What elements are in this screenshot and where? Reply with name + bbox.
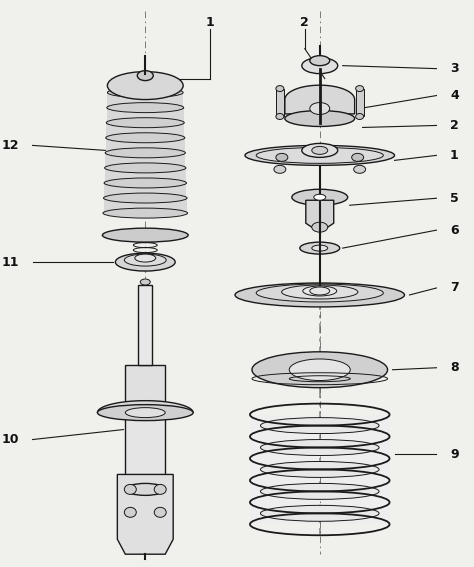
Ellipse shape [125,408,165,418]
Polygon shape [285,85,355,114]
Polygon shape [104,183,186,198]
Ellipse shape [235,283,404,307]
Text: 4: 4 [450,89,459,102]
Ellipse shape [276,86,284,91]
Ellipse shape [105,148,185,158]
Ellipse shape [312,245,328,251]
Ellipse shape [106,133,185,143]
Ellipse shape [124,254,166,266]
Text: 1: 1 [450,149,459,162]
Ellipse shape [289,359,350,380]
Ellipse shape [282,285,358,299]
Polygon shape [118,475,173,554]
Ellipse shape [260,505,379,521]
Text: 2: 2 [450,119,459,132]
Ellipse shape [124,484,137,494]
Ellipse shape [312,222,328,232]
Ellipse shape [292,189,347,205]
Ellipse shape [115,253,175,271]
Ellipse shape [310,103,330,115]
Polygon shape [306,200,334,227]
Ellipse shape [260,484,379,500]
Text: 10: 10 [2,433,19,446]
Ellipse shape [302,143,337,158]
Ellipse shape [102,228,188,242]
Polygon shape [106,138,185,153]
Ellipse shape [274,166,286,174]
Ellipse shape [154,484,166,494]
Ellipse shape [285,111,355,126]
Polygon shape [250,414,390,524]
Ellipse shape [314,194,326,200]
Bar [125,418,165,489]
Polygon shape [98,401,193,413]
Polygon shape [108,92,183,108]
Polygon shape [106,122,184,138]
Ellipse shape [137,71,153,81]
Ellipse shape [140,279,150,285]
Ellipse shape [104,178,186,188]
Text: 8: 8 [450,361,459,374]
Ellipse shape [245,145,394,166]
Ellipse shape [125,484,165,496]
Ellipse shape [300,242,340,254]
Text: 12: 12 [2,139,19,152]
Polygon shape [105,168,186,183]
Ellipse shape [124,507,137,517]
Ellipse shape [276,113,284,120]
Polygon shape [105,153,185,168]
Bar [125,365,165,408]
Ellipse shape [154,507,166,517]
Ellipse shape [252,352,388,388]
Text: 11: 11 [2,256,19,269]
Ellipse shape [276,154,288,162]
Text: 2: 2 [301,16,309,29]
Ellipse shape [260,418,379,434]
Bar [276,88,284,116]
Ellipse shape [256,147,383,163]
Ellipse shape [103,193,187,203]
Ellipse shape [106,118,184,128]
Ellipse shape [352,154,364,162]
Text: 3: 3 [450,62,459,75]
Ellipse shape [103,208,188,218]
Text: 1: 1 [206,16,214,29]
Ellipse shape [356,113,364,120]
Ellipse shape [108,87,183,98]
Ellipse shape [107,103,184,113]
Ellipse shape [98,405,193,421]
Bar [138,285,152,365]
Ellipse shape [105,163,186,173]
Ellipse shape [260,439,379,455]
Ellipse shape [135,254,156,262]
Ellipse shape [108,71,183,100]
Bar [356,88,364,116]
Text: 6: 6 [450,223,459,236]
Polygon shape [107,108,184,122]
Ellipse shape [302,58,337,74]
Text: 9: 9 [450,448,459,461]
Ellipse shape [260,462,379,477]
Text: 5: 5 [450,192,459,205]
Ellipse shape [312,146,328,154]
Ellipse shape [310,287,330,295]
Ellipse shape [256,284,383,302]
Ellipse shape [310,56,330,66]
Ellipse shape [356,86,364,91]
Text: 7: 7 [450,281,459,294]
Ellipse shape [303,286,337,296]
Polygon shape [103,198,187,213]
Ellipse shape [354,166,365,174]
